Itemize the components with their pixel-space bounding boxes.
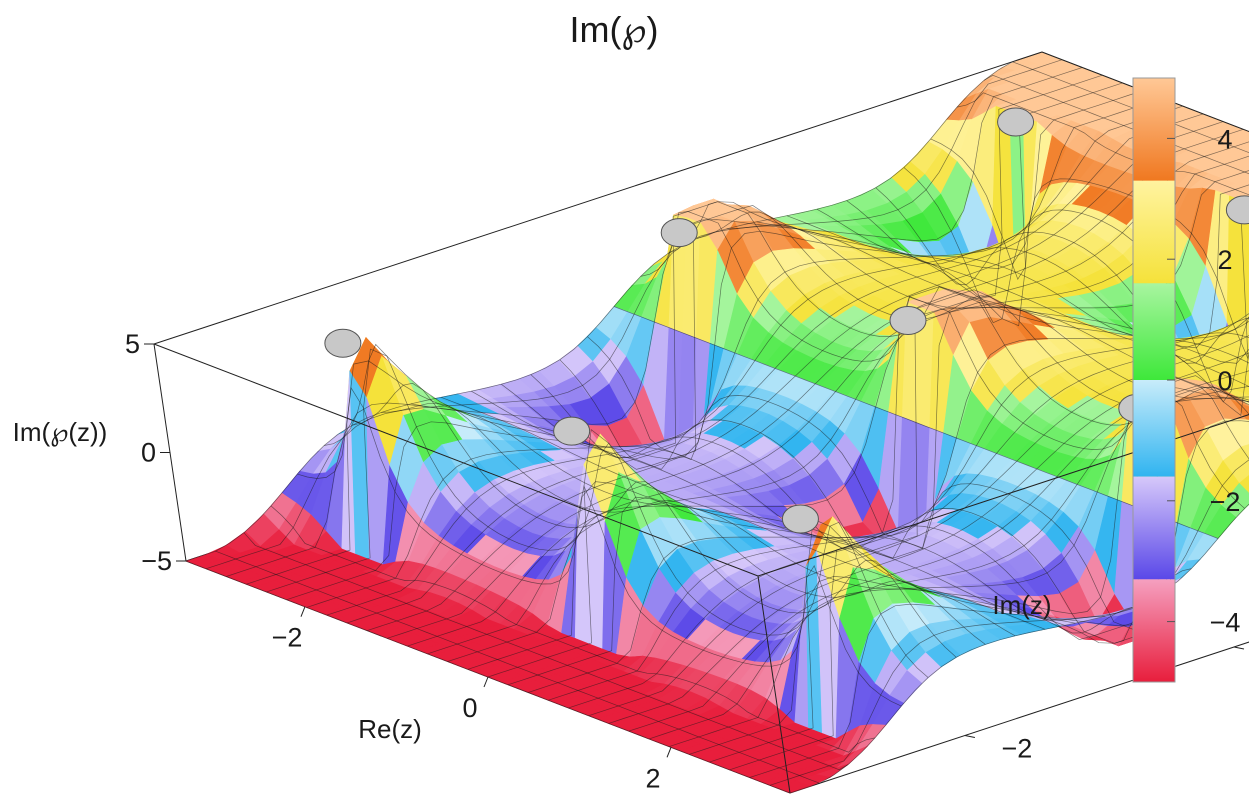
y-tick <box>964 734 976 738</box>
colorbar-band <box>1133 579 1175 682</box>
colorbar-band <box>1133 180 1175 284</box>
x-axis-label: Re(z) <box>358 714 422 744</box>
mesh-line <box>786 215 1249 387</box>
mesh-line <box>749 420 1249 778</box>
box-edge <box>757 414 1249 577</box>
pole-cap <box>889 305 927 335</box>
mesh-line <box>689 385 1249 755</box>
box-edge <box>153 343 759 577</box>
z-axis-label: Im(℘(z)) <box>13 417 108 447</box>
pole-cap <box>781 504 819 534</box>
z-tick-label: 0 <box>141 438 156 468</box>
plot-title: Im(℘) <box>569 9 658 50</box>
colorbar-tick-label: 0 <box>1217 366 1232 396</box>
x-tick-label: −2 <box>272 623 303 653</box>
mesh-line <box>983 74 1249 175</box>
x-tick <box>666 747 672 758</box>
mesh-line <box>1012 61 1249 153</box>
colorbar-tick-label: −2 <box>1210 487 1241 517</box>
z-tick-label: 5 <box>125 329 140 359</box>
mesh-line <box>816 208 1249 364</box>
colorbar-band <box>1133 380 1175 477</box>
mesh-line <box>756 221 1249 401</box>
y-tick-label: −2 <box>1002 733 1033 763</box>
colorbar-tick-label: −4 <box>1210 608 1241 638</box>
pole-cap <box>1225 195 1249 225</box>
colorbar-band <box>1133 476 1175 580</box>
colorbar-tick-label: 2 <box>1217 245 1232 275</box>
colorbar-band <box>1133 78 1175 181</box>
z-tick-label: −5 <box>141 546 172 576</box>
box-edge <box>153 51 1043 345</box>
colorbar-band <box>1133 283 1175 380</box>
surface-patch <box>1238 475 1249 494</box>
x-tick <box>483 676 489 688</box>
mesh-line <box>956 92 1249 196</box>
mesh-line <box>875 187 1249 364</box>
mesh-line <box>769 459 1249 786</box>
surface-plot <box>185 51 1249 794</box>
mesh-line <box>608 352 1249 724</box>
pole-cap <box>660 218 698 248</box>
mesh-line <box>648 386 1249 740</box>
x-tick <box>300 606 306 617</box>
x-tick-label: 2 <box>646 763 661 793</box>
pole-cap <box>324 328 362 358</box>
pole-cap <box>997 107 1035 137</box>
mesh-line <box>930 138 1249 360</box>
y-axis-label: Im(z) <box>992 590 1051 620</box>
mesh-line <box>669 396 1249 747</box>
surface-patch <box>1241 378 1249 385</box>
axes: −202−202−505 <box>125 329 1245 793</box>
mesh-line <box>789 503 1249 794</box>
box-edge <box>757 575 791 794</box>
mesh-line <box>588 335 1249 717</box>
surface-patch <box>1241 444 1249 457</box>
y-tick <box>1233 646 1245 650</box>
colorbar: 4 2 0 −2 −4 <box>1132 77 1241 683</box>
pole-cap <box>553 416 591 446</box>
colorbar-tick-label: 4 <box>1217 124 1232 154</box>
mesh-line <box>628 370 1249 732</box>
mesh-line <box>903 167 1249 403</box>
mesh-line <box>568 320 1249 709</box>
x-tick-label: 0 <box>462 693 477 723</box>
mesh-line <box>548 313 1249 701</box>
